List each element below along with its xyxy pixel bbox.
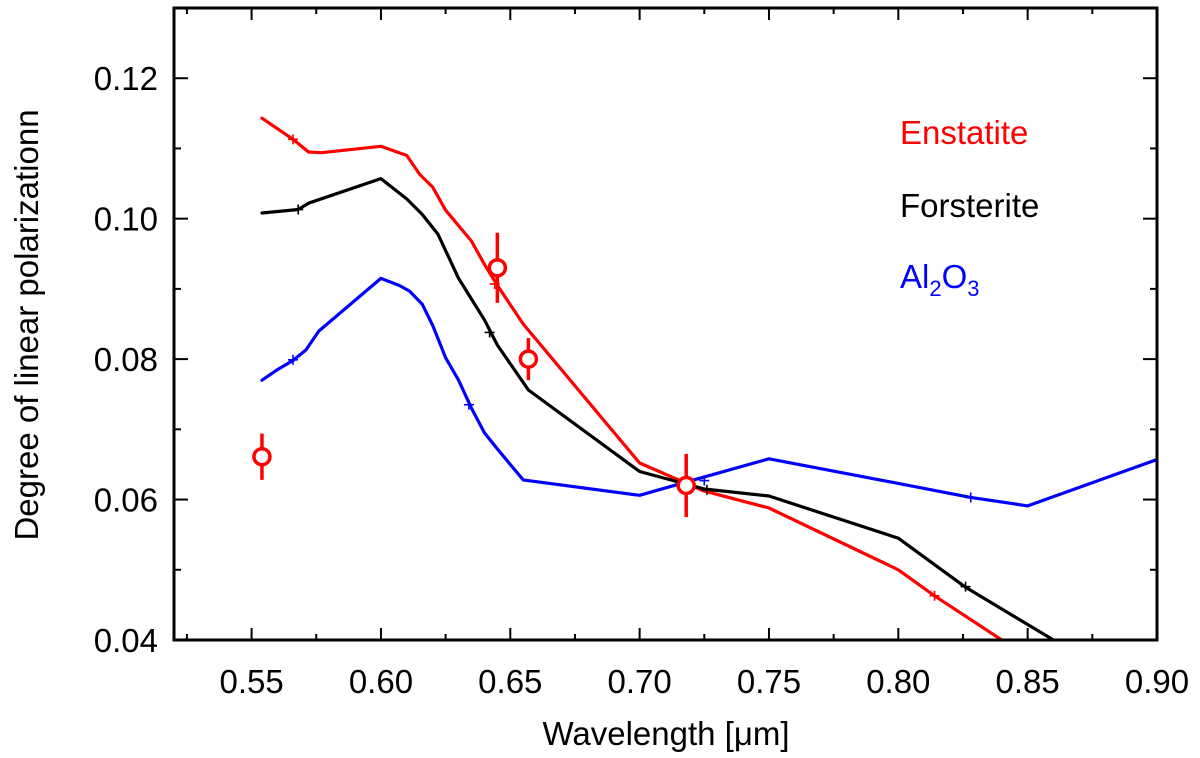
y-tick-label: 0.04: [94, 622, 158, 659]
series-line-al2o3: [260, 276, 1157, 508]
observations: [252, 232, 696, 518]
x-tick-label: 0.80: [866, 663, 930, 700]
series-marker-al2o3: [463, 399, 474, 410]
plot-frame: [172, 6, 1159, 642]
legend-al2o3-sub-2: 2: [929, 276, 941, 301]
legend-label-al2o3: Al2O3: [900, 258, 980, 301]
x-tick-label: 0.70: [608, 663, 672, 700]
legend-al2o3-part-o: O: [942, 258, 968, 295]
observation-point: [518, 349, 539, 369]
observation-point: [487, 258, 508, 278]
y-axis-title: Degree of linear polarizationn: [8, 109, 45, 540]
x-tick-label: 0.90: [1125, 663, 1189, 700]
x-tick-label: 0.60: [349, 663, 413, 700]
observation-point: [676, 475, 696, 496]
series-marker-forsterite: [484, 327, 495, 338]
x-tick-label: 0.85: [996, 663, 1060, 700]
legend-label-enstatite: Enstatite: [900, 114, 1028, 151]
y-tick-label: 0.06: [94, 482, 158, 519]
x-tick-label: 0.55: [219, 663, 283, 700]
legend: Enstatite Forsterite Al2O3: [900, 114, 1039, 301]
series-marker-al2o3: [287, 354, 298, 365]
series-marker-enstatite: [287, 134, 298, 145]
series-line-forsterite: [260, 177, 1056, 640]
legend-label-forsterite: Forsterite: [900, 187, 1039, 224]
y-tick-label: 0.10: [94, 201, 158, 238]
legend-al2o3-part-al: Al: [900, 258, 929, 295]
series-marker-enstatite: [929, 590, 940, 601]
series-marker-forsterite: [293, 204, 304, 215]
series-marker-al2o3: [699, 475, 710, 486]
series-line-enstatite: [260, 116, 1004, 640]
x-axis-title: Wavelength [μm]: [542, 715, 789, 752]
x-tick-label: 0.65: [478, 663, 542, 700]
observation-point: [252, 446, 272, 467]
series-marker-forsterite: [701, 484, 712, 495]
plot-series: [260, 116, 1157, 640]
series-marker-forsterite: [960, 581, 971, 592]
legend-al2o3-sub-3: 3: [967, 276, 979, 301]
y-tick-label: 0.12: [94, 60, 158, 97]
series-marker-al2o3: [965, 492, 976, 503]
y-tick-label: 0.08: [94, 341, 158, 378]
x-tick-label: 0.75: [737, 663, 801, 700]
y-ticks: 0.04 0.06 0.08 0.10 0.12: [94, 60, 1157, 659]
x-ticks: 0.55 0.60 0.65 0.70 0.75 0.80 0.85 0.90: [185, 8, 1189, 700]
